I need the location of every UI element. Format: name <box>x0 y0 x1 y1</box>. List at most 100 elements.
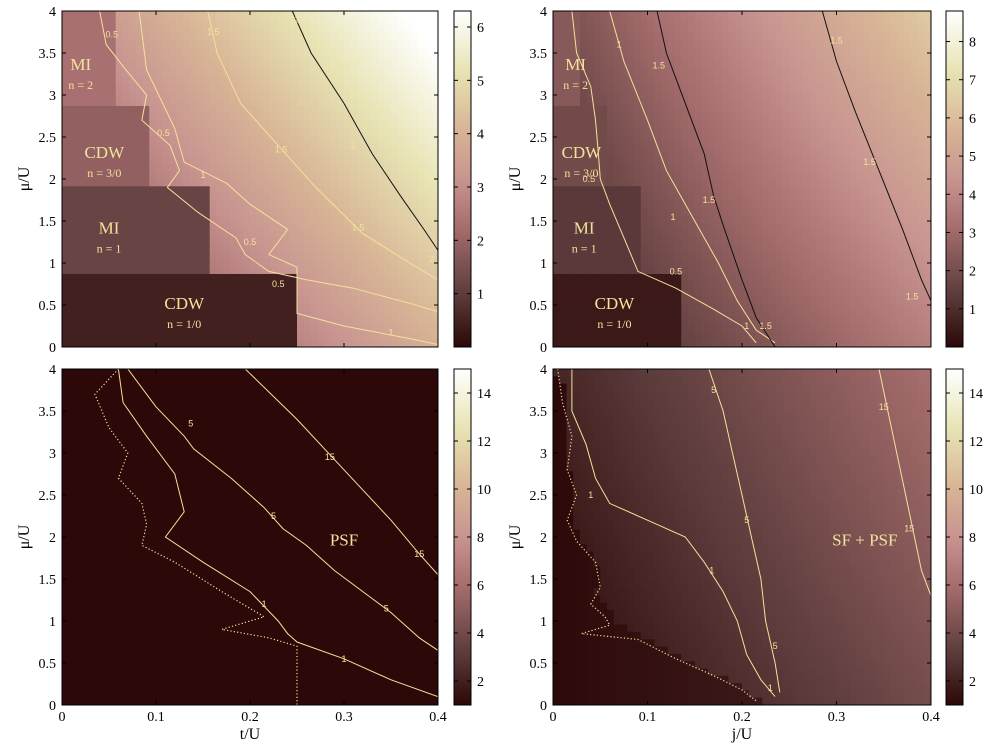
heat-cell <box>802 127 811 136</box>
heat-cell <box>283 222 291 231</box>
heat-cell <box>156 200 164 209</box>
heat-cell <box>586 135 595 144</box>
heat-cell <box>823 11 831 19</box>
heat-cell <box>290 281 298 290</box>
heat-cell <box>75 62 83 71</box>
heat-cell <box>634 208 642 217</box>
heat-cell <box>782 230 790 239</box>
heat-cell <box>149 215 157 224</box>
heat-cell <box>647 230 655 239</box>
heat-cell <box>728 135 736 144</box>
heat-cell <box>796 332 804 341</box>
heat-cell <box>350 230 359 239</box>
heat-cell <box>404 193 412 202</box>
heat-cell <box>377 237 385 246</box>
heat-cell <box>297 32 305 41</box>
heat-cell <box>829 193 838 202</box>
heat-cell <box>769 273 777 282</box>
heat-cell <box>553 105 561 114</box>
heat-cell <box>377 32 385 41</box>
heat-cell <box>708 149 716 158</box>
heat-cell <box>600 69 608 78</box>
heat-cell <box>823 266 831 275</box>
heat-cell <box>775 76 784 85</box>
heat-cell <box>728 273 736 282</box>
heat-cell <box>856 186 865 195</box>
heat-cell <box>182 332 191 341</box>
heat-cell <box>607 113 615 122</box>
heat-cell <box>600 11 608 19</box>
heat-cell <box>303 149 312 158</box>
heat-cell <box>715 295 723 304</box>
heat-cell <box>586 332 595 341</box>
heat-cell <box>762 237 770 246</box>
heat-cell <box>223 273 231 282</box>
heat-cell <box>364 332 372 341</box>
heat-cell <box>283 230 291 239</box>
heat-cell <box>397 288 406 297</box>
heat-cell <box>344 84 352 92</box>
heat-cell <box>769 157 777 165</box>
heat-cell <box>337 281 345 290</box>
heat-cell <box>370 310 379 319</box>
heat-cell <box>762 69 770 78</box>
heat-cell <box>243 113 251 122</box>
heat-cell <box>823 295 831 304</box>
heat-cell <box>735 164 743 173</box>
heat-cell <box>270 120 278 129</box>
heat-cell <box>701 120 709 129</box>
heat-cell <box>769 208 777 217</box>
heat-cell <box>317 295 325 304</box>
heat-cell <box>209 281 218 290</box>
heat-cell <box>384 288 392 297</box>
heat-cell <box>115 332 124 341</box>
heat-cell <box>850 222 858 231</box>
heat-cell <box>203 281 211 290</box>
heat-cell <box>620 244 628 253</box>
heat-cell <box>209 208 218 217</box>
heat-cell <box>176 186 184 195</box>
heat-cell <box>782 339 790 347</box>
heat-cell <box>600 193 608 202</box>
heat-cell <box>176 18 184 27</box>
heat-cell <box>162 69 171 78</box>
heat-cell <box>721 310 730 319</box>
heat-cell <box>829 332 838 341</box>
heat-cell <box>243 98 251 107</box>
region-sublabel: n = 1/0 <box>167 317 201 331</box>
heat-cell <box>742 120 750 129</box>
heat-cell <box>122 164 130 173</box>
heat-cell <box>836 325 844 333</box>
heat-cell <box>762 164 770 173</box>
heat-cell <box>667 295 676 304</box>
heat-cell <box>573 25 581 34</box>
heat-cell <box>256 54 265 63</box>
heat-cell <box>156 215 164 224</box>
heat-cell <box>613 62 622 71</box>
heat-cell <box>762 281 770 290</box>
heat-cell <box>223 186 231 195</box>
heat-cell <box>209 98 218 107</box>
heat-cell <box>816 113 824 122</box>
heat-cell <box>607 303 615 312</box>
heat-cell <box>182 69 191 78</box>
heat-cell <box>162 208 171 217</box>
heat-cell <box>162 113 171 122</box>
heat-cell <box>600 91 608 100</box>
heat-cell <box>384 179 392 187</box>
heat-cell <box>809 237 817 246</box>
heat-cell <box>391 222 399 231</box>
heat-cell <box>715 164 723 173</box>
heat-cell <box>721 186 730 195</box>
heat-cell <box>344 32 352 41</box>
heat-cell <box>297 91 305 100</box>
heat-cell <box>337 69 345 78</box>
heat-cell <box>115 142 124 151</box>
heat-cell <box>377 230 385 239</box>
heat-cell <box>654 252 662 260</box>
heat-cell <box>715 157 723 165</box>
heat-cell <box>297 244 305 253</box>
heat-cell <box>667 215 676 224</box>
heat-cell <box>88 244 97 253</box>
contour-label: 2 <box>429 254 434 264</box>
